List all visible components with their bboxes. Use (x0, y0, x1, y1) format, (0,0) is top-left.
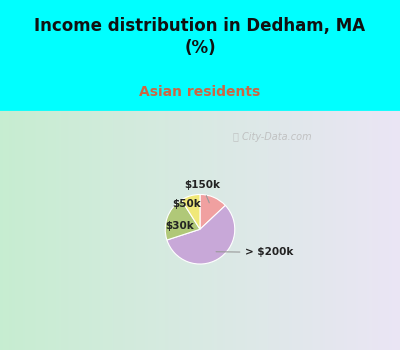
Text: $50k: $50k (172, 199, 201, 209)
Text: Asian residents: Asian residents (139, 85, 261, 99)
Text: $150k: $150k (184, 180, 220, 203)
Text: $30k: $30k (165, 221, 194, 231)
Wedge shape (181, 195, 200, 229)
Wedge shape (165, 200, 200, 240)
Wedge shape (167, 205, 235, 264)
Text: > $200k: > $200k (216, 247, 294, 258)
Text: Income distribution in Dedham, MA
(%): Income distribution in Dedham, MA (%) (34, 17, 366, 57)
Wedge shape (200, 195, 225, 229)
Text: ⓘ City-Data.com: ⓘ City-Data.com (233, 133, 312, 142)
